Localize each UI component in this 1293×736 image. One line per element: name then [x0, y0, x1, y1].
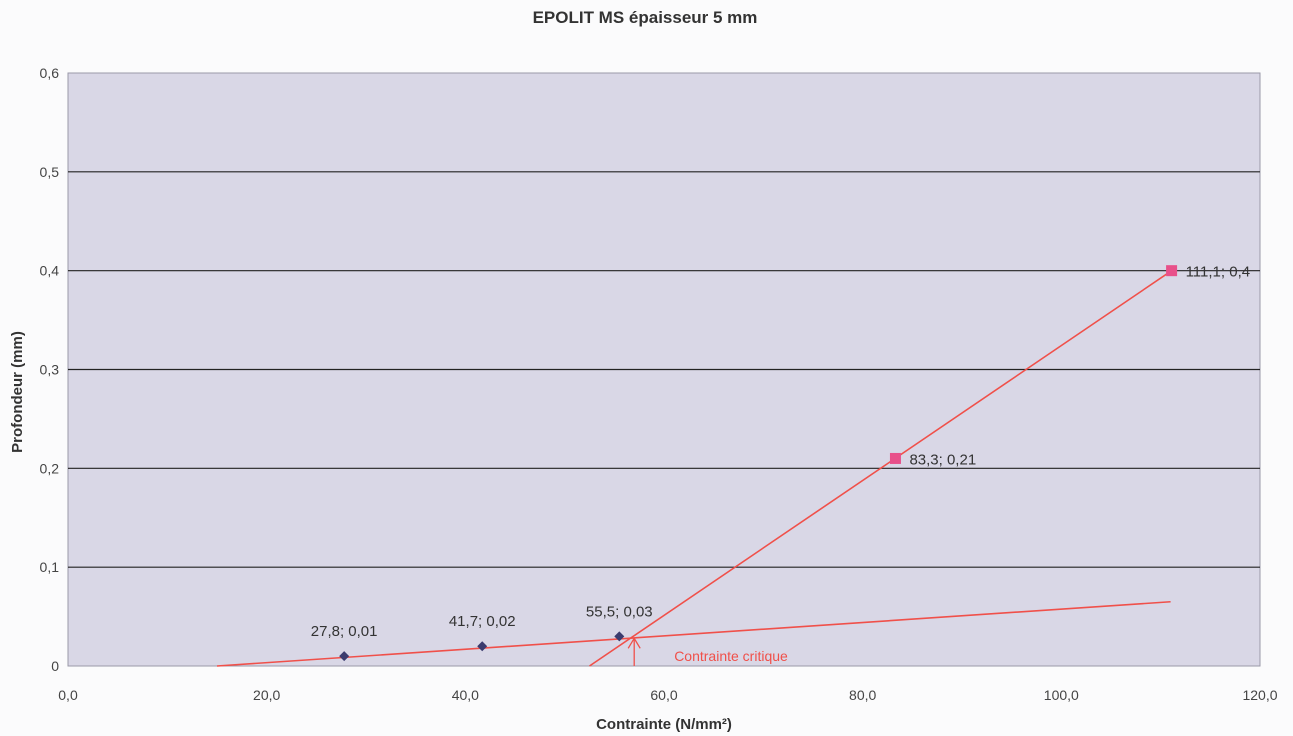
annotation: Contrainte critique [627, 637, 788, 666]
data-label: 111,1; 0,4 [1186, 264, 1251, 281]
y-tick-label: 0,6 [40, 65, 60, 81]
y-tick-label: 0,1 [40, 559, 60, 575]
x-tick-label: 40,0 [452, 687, 479, 703]
x-tick-labels: 0,0 20,0 40,0 60,0 80,0 100,0 120,0 [58, 687, 1277, 703]
data-point [889, 452, 901, 464]
data-labels: 27,8; 0,01 41,7; 0,02 55,5; 0,03 83,3; 0,21… [311, 264, 1250, 640]
x-axis-label: Contrainte (N/mm²) [596, 716, 732, 733]
data-point [339, 651, 350, 662]
data-label: 27,8; 0,01 [311, 623, 378, 640]
y-tick-label: 0 [51, 658, 59, 674]
annotation-arrow-head [627, 637, 641, 649]
y-axis-label: Profondeur (mm) [9, 331, 26, 453]
y-tick-labels: 0 0,1 0,2 0,3 0,4 0,5 0,6 [40, 65, 60, 674]
trendlines [216, 270, 1173, 667]
y-tick-label: 0,3 [40, 362, 60, 378]
data-label: 83,3; 0,21 [909, 451, 976, 468]
gridlines [68, 171, 1260, 568]
x-tick-label: 0,0 [58, 687, 78, 703]
data-point [614, 631, 625, 642]
data-point [477, 641, 488, 652]
chart-title: EPOLIT MS épaisseur 5 mm [533, 8, 758, 27]
annotation-label: Contrainte critique [674, 648, 788, 664]
data-point [1166, 265, 1178, 277]
x-tick-label: 80,0 [849, 687, 876, 703]
x-tick-label: 60,0 [650, 687, 677, 703]
y-tick-label: 0,2 [40, 460, 60, 476]
data-points [339, 265, 1178, 662]
trendline [589, 270, 1173, 667]
y-tick-label: 0,5 [40, 164, 60, 180]
data-label: 55,5; 0,03 [586, 603, 653, 620]
x-tick-label: 20,0 [253, 687, 280, 703]
x-tick-label: 100,0 [1044, 687, 1079, 703]
y-tick-label: 0,4 [40, 263, 60, 279]
x-tick-label: 120,0 [1242, 687, 1277, 703]
trendline [216, 600, 1171, 667]
data-label: 41,7; 0,02 [449, 613, 516, 630]
